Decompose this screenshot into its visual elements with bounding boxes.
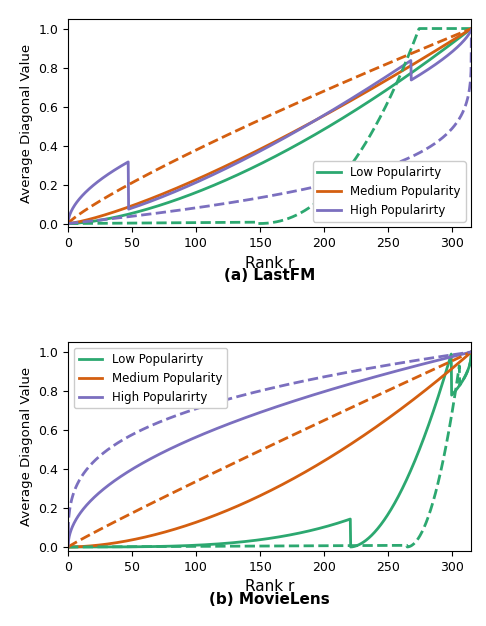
Low Popularirty: [469, 25, 474, 33]
Low Popularirty: [387, 508, 393, 515]
High Popularirty: [65, 543, 71, 551]
High Popularirty: [228, 419, 234, 427]
High Popularirty: [106, 170, 112, 177]
Line: Low Popularirty: Low Popularirty: [68, 29, 471, 223]
High Popularirty: [243, 155, 249, 162]
High Popularirty: [342, 382, 348, 389]
Medium Popularity: [342, 100, 348, 108]
Low Popularirty: [342, 517, 348, 525]
High Popularirty: [106, 481, 112, 488]
Low Popularirty: [106, 215, 112, 222]
Y-axis label: Average Diagonal Value: Average Diagonal Value: [20, 367, 33, 526]
Legend: Low Popularirty, Medium Popularity, High Popularirty: Low Popularirty, Medium Popularity, High…: [312, 162, 466, 222]
Medium Popularity: [469, 25, 474, 33]
X-axis label: Rank r: Rank r: [245, 579, 295, 594]
Medium Popularity: [380, 79, 385, 86]
Line: Medium Popularity: Medium Popularity: [68, 29, 471, 223]
High Popularirty: [469, 348, 474, 356]
Low Popularirty: [228, 174, 234, 182]
Medium Popularity: [342, 444, 348, 451]
Medium Popularity: [228, 160, 234, 167]
Medium Popularity: [387, 74, 393, 82]
High Popularirty: [243, 414, 249, 421]
Title: (a) LastFM: (a) LastFM: [224, 269, 315, 284]
Low Popularirty: [243, 167, 249, 175]
Title: (b) MovieLens: (b) MovieLens: [209, 592, 330, 607]
Low Popularirty: [65, 220, 71, 227]
High Popularirty: [387, 369, 393, 377]
Medium Popularity: [65, 220, 71, 227]
Medium Popularity: [243, 153, 249, 160]
Medium Popularity: [106, 540, 112, 548]
Medium Popularity: [243, 499, 249, 506]
Legend: Low Popularirty, Medium Popularity, High Popularirty: Low Popularirty, Medium Popularity, High…: [74, 348, 227, 408]
Y-axis label: Average Diagonal Value: Average Diagonal Value: [20, 44, 33, 203]
Line: High Popularirty: High Popularirty: [68, 29, 471, 223]
Medium Popularity: [387, 413, 393, 421]
High Popularirty: [380, 75, 385, 83]
Low Popularirty: [380, 518, 385, 526]
Low Popularirty: [469, 348, 474, 356]
Line: Low Popularirty: Low Popularirty: [68, 352, 471, 547]
Line: High Popularirty: High Popularirty: [68, 352, 471, 547]
High Popularirty: [387, 71, 393, 78]
Medium Popularity: [65, 543, 71, 551]
Line: Medium Popularity: Medium Popularity: [68, 352, 471, 547]
Low Popularirty: [387, 84, 393, 91]
Low Popularirty: [342, 113, 348, 120]
Low Popularirty: [106, 543, 112, 551]
Low Popularirty: [243, 538, 249, 545]
High Popularirty: [469, 25, 474, 33]
High Popularirty: [380, 371, 385, 379]
Medium Popularity: [380, 419, 385, 426]
Low Popularirty: [228, 539, 234, 546]
High Popularirty: [65, 220, 71, 227]
Low Popularirty: [65, 543, 71, 551]
Medium Popularity: [469, 348, 474, 356]
High Popularirty: [228, 162, 234, 170]
Medium Popularity: [228, 505, 234, 513]
X-axis label: Rank r: Rank r: [245, 256, 295, 270]
High Popularirty: [342, 99, 348, 106]
Low Popularirty: [380, 89, 385, 96]
Medium Popularity: [106, 210, 112, 217]
